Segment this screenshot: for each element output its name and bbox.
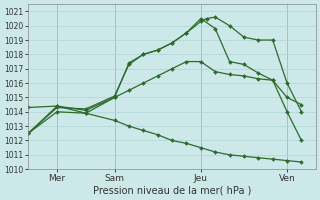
- X-axis label: Pression niveau de la mer( hPa ): Pression niveau de la mer( hPa ): [93, 186, 251, 196]
